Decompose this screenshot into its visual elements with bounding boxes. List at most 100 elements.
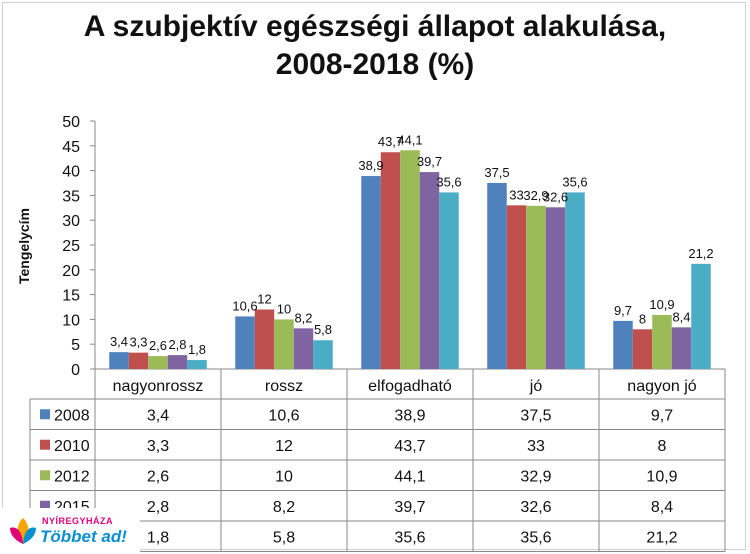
bar (254, 309, 275, 369)
table-cell: 33 (527, 438, 545, 455)
table-cell: 10,6 (268, 407, 299, 424)
data-label: 39,7 (417, 154, 442, 169)
y-tick-label: 0 (71, 362, 80, 379)
bar (506, 205, 527, 369)
bar (109, 352, 129, 369)
data-label: 32,6 (543, 189, 568, 204)
bar (167, 355, 188, 369)
legend-label: 2012 (54, 468, 90, 485)
bar (613, 320, 633, 369)
bar (148, 356, 168, 369)
data-label: 8 (639, 311, 646, 326)
data-label: 3,3 (129, 335, 147, 350)
bar (313, 340, 333, 369)
x-category-label: nagyonrossz (113, 378, 204, 395)
y-tick-label: 25 (62, 238, 80, 255)
y-tick-label: 50 (62, 114, 80, 131)
legend-swatch (40, 409, 50, 420)
table-cell: 32,6 (520, 499, 551, 516)
logo-small-text: NYÍREGYHÁZA (42, 516, 114, 526)
data-label: 1,8 (188, 342, 206, 357)
data-label: 2,6 (149, 338, 167, 353)
chart-title: A szubjektív egészségi állapot alakulása… (83, 10, 667, 43)
y-tick-label: 20 (62, 263, 80, 280)
data-label: 44,1 (397, 132, 422, 147)
y-tick-label: 10 (62, 312, 80, 329)
table-cell: 37,5 (520, 407, 551, 424)
legend-swatch (40, 470, 50, 481)
legend-swatch (40, 500, 50, 511)
x-category-label: elfogadható (368, 378, 452, 395)
y-tick-label: 30 (62, 213, 80, 230)
bar (691, 263, 711, 369)
bar (545, 207, 566, 369)
table-cell: 32,9 (520, 468, 551, 485)
bar (380, 152, 401, 369)
bar (565, 192, 585, 369)
data-label: 43,7 (378, 134, 403, 149)
bar (419, 172, 440, 369)
bar (187, 360, 207, 369)
data-label: 5,8 (314, 322, 332, 337)
bar (526, 205, 546, 369)
bar (439, 192, 459, 369)
y-tick-label: 5 (71, 337, 80, 354)
table-cell: 35,6 (520, 529, 551, 546)
legend-swatch (40, 439, 50, 450)
data-label: 9,7 (614, 303, 632, 318)
bar (671, 327, 692, 369)
x-category-label: nagyon jó (627, 378, 696, 395)
table-cell: 8 (658, 438, 667, 455)
bar (293, 328, 314, 369)
table-cell: 10,9 (646, 468, 677, 485)
table-cell: 43,7 (394, 438, 425, 455)
table-cell: 8,2 (273, 499, 295, 516)
bar (274, 319, 294, 369)
table-cell: 3,4 (147, 407, 169, 424)
chart-subtitle: 2008-2018 (%) (275, 48, 475, 81)
bar (235, 316, 255, 369)
table-cell: 1,8 (147, 529, 169, 546)
data-label: 2,8 (168, 337, 186, 352)
bar (400, 150, 420, 369)
data-label: 10,6 (232, 298, 257, 313)
legend-label: 2010 (54, 438, 90, 455)
table-cell: 9,7 (651, 407, 673, 424)
table-cell: 3,3 (147, 438, 169, 455)
data-label: 21,2 (688, 246, 713, 261)
table-cell: 12 (275, 438, 293, 455)
logo-mark-icon (10, 518, 36, 544)
data-label: 35,6 (436, 174, 461, 189)
table-cell: 2,6 (147, 468, 169, 485)
x-category-label: rossz (265, 378, 303, 395)
table-cell: 8,4 (651, 499, 673, 516)
bars-group (109, 150, 711, 369)
table-cell: 35,6 (394, 529, 425, 546)
x-category-label: jó (529, 378, 543, 395)
data-label: 33 (509, 187, 523, 202)
data-label: 12 (257, 291, 271, 306)
bar (632, 329, 653, 369)
data-labels-group: 3,4 3,3 2,6 2,8 1,8 10,6 12 108,25,8 38,9 43,744,… (110, 132, 714, 357)
data-label: 38,9 (358, 158, 383, 173)
data-label: 8,4 (672, 309, 690, 324)
y-axis: 0 5 10 15 20 25 30 35 40 45 50 (62, 114, 725, 379)
data-label: 10,9 (649, 297, 674, 312)
table-cell: 2,8 (147, 499, 169, 516)
table-cell: 38,9 (394, 407, 425, 424)
table-cell: 21,2 (646, 529, 677, 546)
data-label: 37,5 (484, 165, 509, 180)
table-cell: 44,1 (394, 468, 425, 485)
bar (128, 352, 149, 369)
bar (487, 183, 507, 369)
y-tick-label: 40 (62, 164, 80, 181)
logo-big-text: Többet ad! (40, 527, 127, 546)
bar (361, 176, 381, 369)
table-cell: 5,8 (273, 529, 295, 546)
y-tick-label: 15 (62, 288, 80, 305)
bar (652, 314, 672, 369)
data-label: 3,4 (110, 334, 128, 349)
table-cell: 10 (275, 468, 293, 485)
data-label: 8,2 (294, 310, 312, 325)
